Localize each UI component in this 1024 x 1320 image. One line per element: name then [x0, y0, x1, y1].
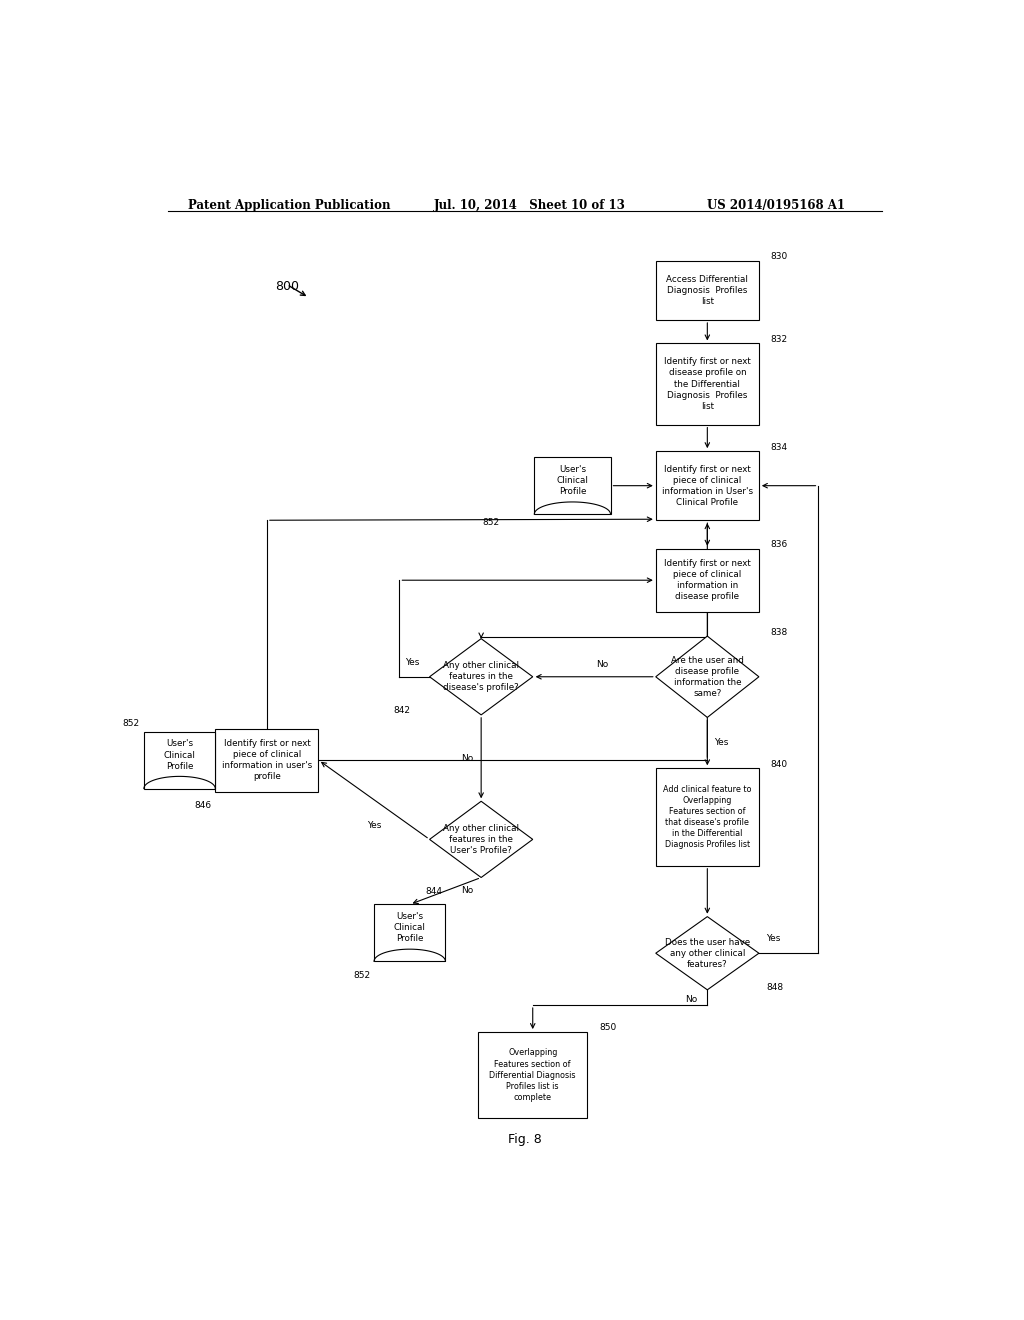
Text: No: No: [596, 660, 608, 669]
Polygon shape: [430, 801, 532, 878]
Text: Yes: Yes: [404, 659, 419, 667]
Text: 800: 800: [274, 280, 299, 293]
Text: Yes: Yes: [715, 738, 729, 747]
Text: No: No: [685, 995, 697, 1005]
Text: No: No: [461, 754, 473, 763]
Text: Identify first or next
piece of clinical
information in user's
profile: Identify first or next piece of clinical…: [222, 739, 312, 781]
Text: 838: 838: [771, 627, 788, 636]
Text: Are the user and
disease profile
information the
same?: Are the user and disease profile informa…: [671, 656, 743, 698]
Text: Yes: Yes: [766, 935, 780, 944]
Text: 848: 848: [767, 983, 784, 993]
FancyBboxPatch shape: [478, 1032, 588, 1118]
FancyBboxPatch shape: [655, 343, 759, 425]
Text: 840: 840: [771, 760, 787, 768]
FancyBboxPatch shape: [655, 451, 759, 520]
FancyBboxPatch shape: [655, 549, 759, 611]
Text: Identify first or next
piece of clinical
information in User's
Clinical Profile: Identify first or next piece of clinical…: [662, 465, 753, 507]
FancyBboxPatch shape: [215, 729, 318, 792]
Text: Identify first or next
piece of clinical
information in
disease profile: Identify first or next piece of clinical…: [664, 560, 751, 602]
Text: 842: 842: [394, 706, 411, 715]
Text: Jul. 10, 2014   Sheet 10 of 13: Jul. 10, 2014 Sheet 10 of 13: [433, 199, 626, 213]
Text: US 2014/0195168 A1: US 2014/0195168 A1: [708, 199, 846, 213]
Polygon shape: [655, 636, 759, 718]
Text: Fig. 8: Fig. 8: [508, 1134, 542, 1146]
Text: User's
Clinical
Profile: User's Clinical Profile: [394, 912, 426, 944]
Text: Any other clinical
features in the
User's Profile?: Any other clinical features in the User'…: [443, 824, 519, 855]
FancyBboxPatch shape: [143, 731, 215, 788]
Text: 850: 850: [599, 1023, 616, 1032]
Text: Yes: Yes: [367, 821, 381, 830]
Text: 846: 846: [195, 801, 211, 810]
Text: Identify first or next
disease profile on
the Differential
Diagnosis  Profiles
l: Identify first or next disease profile o…: [664, 358, 751, 411]
Polygon shape: [430, 639, 532, 715]
Text: Overlapping
Features section of
Differential Diagnosis
Profiles list is
complete: Overlapping Features section of Differen…: [489, 1048, 575, 1102]
Text: 852: 852: [482, 517, 500, 527]
Text: User's
Clinical
Profile: User's Clinical Profile: [556, 465, 589, 496]
Text: 830: 830: [771, 252, 788, 261]
FancyBboxPatch shape: [374, 904, 445, 961]
Text: 844: 844: [426, 887, 442, 896]
Text: No: No: [461, 887, 473, 895]
Text: Does the user have
any other clinical
features?: Does the user have any other clinical fe…: [665, 937, 750, 969]
FancyBboxPatch shape: [655, 261, 759, 319]
FancyBboxPatch shape: [655, 768, 759, 866]
Text: 834: 834: [771, 442, 787, 451]
FancyBboxPatch shape: [535, 457, 610, 515]
Text: Patent Application Publication: Patent Application Publication: [187, 199, 390, 213]
Text: 852: 852: [353, 972, 370, 979]
Text: Add clinical feature to
Overlapping
Features section of
that disease's profile
i: Add clinical feature to Overlapping Feat…: [664, 785, 752, 849]
Text: 852: 852: [123, 719, 140, 729]
Text: User's
Clinical
Profile: User's Clinical Profile: [164, 739, 196, 771]
Text: Any other clinical
features in the
disease's profile?: Any other clinical features in the disea…: [443, 661, 519, 693]
Text: 836: 836: [771, 540, 788, 549]
Polygon shape: [655, 916, 759, 990]
Text: Access Differential
Diagnosis  Profiles
list: Access Differential Diagnosis Profiles l…: [667, 275, 749, 306]
Text: 832: 832: [771, 335, 787, 343]
